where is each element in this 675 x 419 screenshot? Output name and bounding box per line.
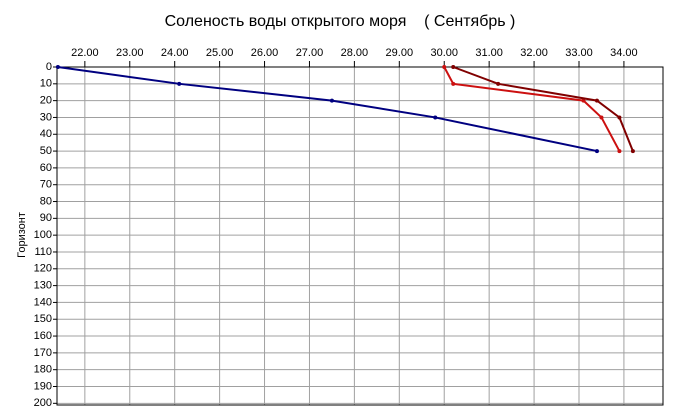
x-tick-label: 32.00: [520, 47, 548, 59]
x-tick-label: 26.00: [251, 47, 279, 59]
point: [329, 98, 334, 103]
point: [451, 65, 456, 69]
point: [433, 115, 438, 120]
point: [496, 81, 501, 86]
x-tick-label: 34.00: [610, 47, 638, 59]
y-tick-label: 30: [40, 111, 52, 123]
point: [599, 115, 604, 120]
x-tick-label: 30.00: [430, 47, 458, 59]
point: [617, 115, 622, 120]
x-tick-label: 23.00: [116, 47, 144, 59]
y-tick-label: 20: [40, 95, 52, 107]
x-tick-label: 27.00: [296, 47, 324, 59]
y-tick-label: 0: [46, 61, 52, 73]
y-tick-label: 120: [34, 263, 52, 275]
point: [177, 81, 182, 86]
y-tick-label: 170: [34, 347, 52, 359]
point: [451, 81, 456, 86]
x-tick-label: 25.00: [206, 47, 234, 59]
y-tick-label: 90: [40, 212, 52, 224]
x-tick-label: 29.00: [386, 47, 414, 59]
x-tick-label: 31.00: [475, 47, 503, 59]
plot-area: [57, 67, 663, 405]
point: [594, 149, 599, 154]
y-tick-label: 10: [40, 78, 52, 90]
point: [594, 98, 599, 103]
y-tick-label: 130: [34, 280, 52, 292]
plot-border: [56, 66, 664, 406]
x-tick-label: 24.00: [161, 47, 189, 59]
point: [55, 65, 60, 69]
point: [442, 65, 447, 69]
y-tick-label: 110: [34, 246, 52, 258]
y-tick-label: 190: [34, 380, 52, 392]
y-tick-label: 80: [40, 195, 52, 207]
y-tick-label: 200: [34, 397, 52, 409]
y-tick-label: 150: [34, 313, 52, 325]
y-tick-label: 40: [40, 128, 52, 140]
y-tick-label: 60: [40, 162, 52, 174]
y-tick-label: 160: [34, 330, 52, 342]
point: [617, 149, 622, 154]
point: [630, 149, 635, 154]
y-tick-label: 180: [34, 364, 52, 376]
point: [581, 98, 586, 103]
x-tick-label: 22.00: [71, 47, 99, 59]
y-axis-label: Горизонт: [16, 212, 28, 258]
y-tick-label: 70: [40, 179, 52, 191]
y-tick-label: 100: [34, 229, 52, 241]
y-tick-label: 50: [40, 145, 52, 157]
chart-title: Соленость воды открытого моря ( Сентябрь…: [165, 13, 516, 30]
x-tick-label: 33.00: [565, 47, 593, 59]
y-tick-label: 140: [34, 296, 52, 308]
x-tick-label: 28.00: [341, 47, 369, 59]
